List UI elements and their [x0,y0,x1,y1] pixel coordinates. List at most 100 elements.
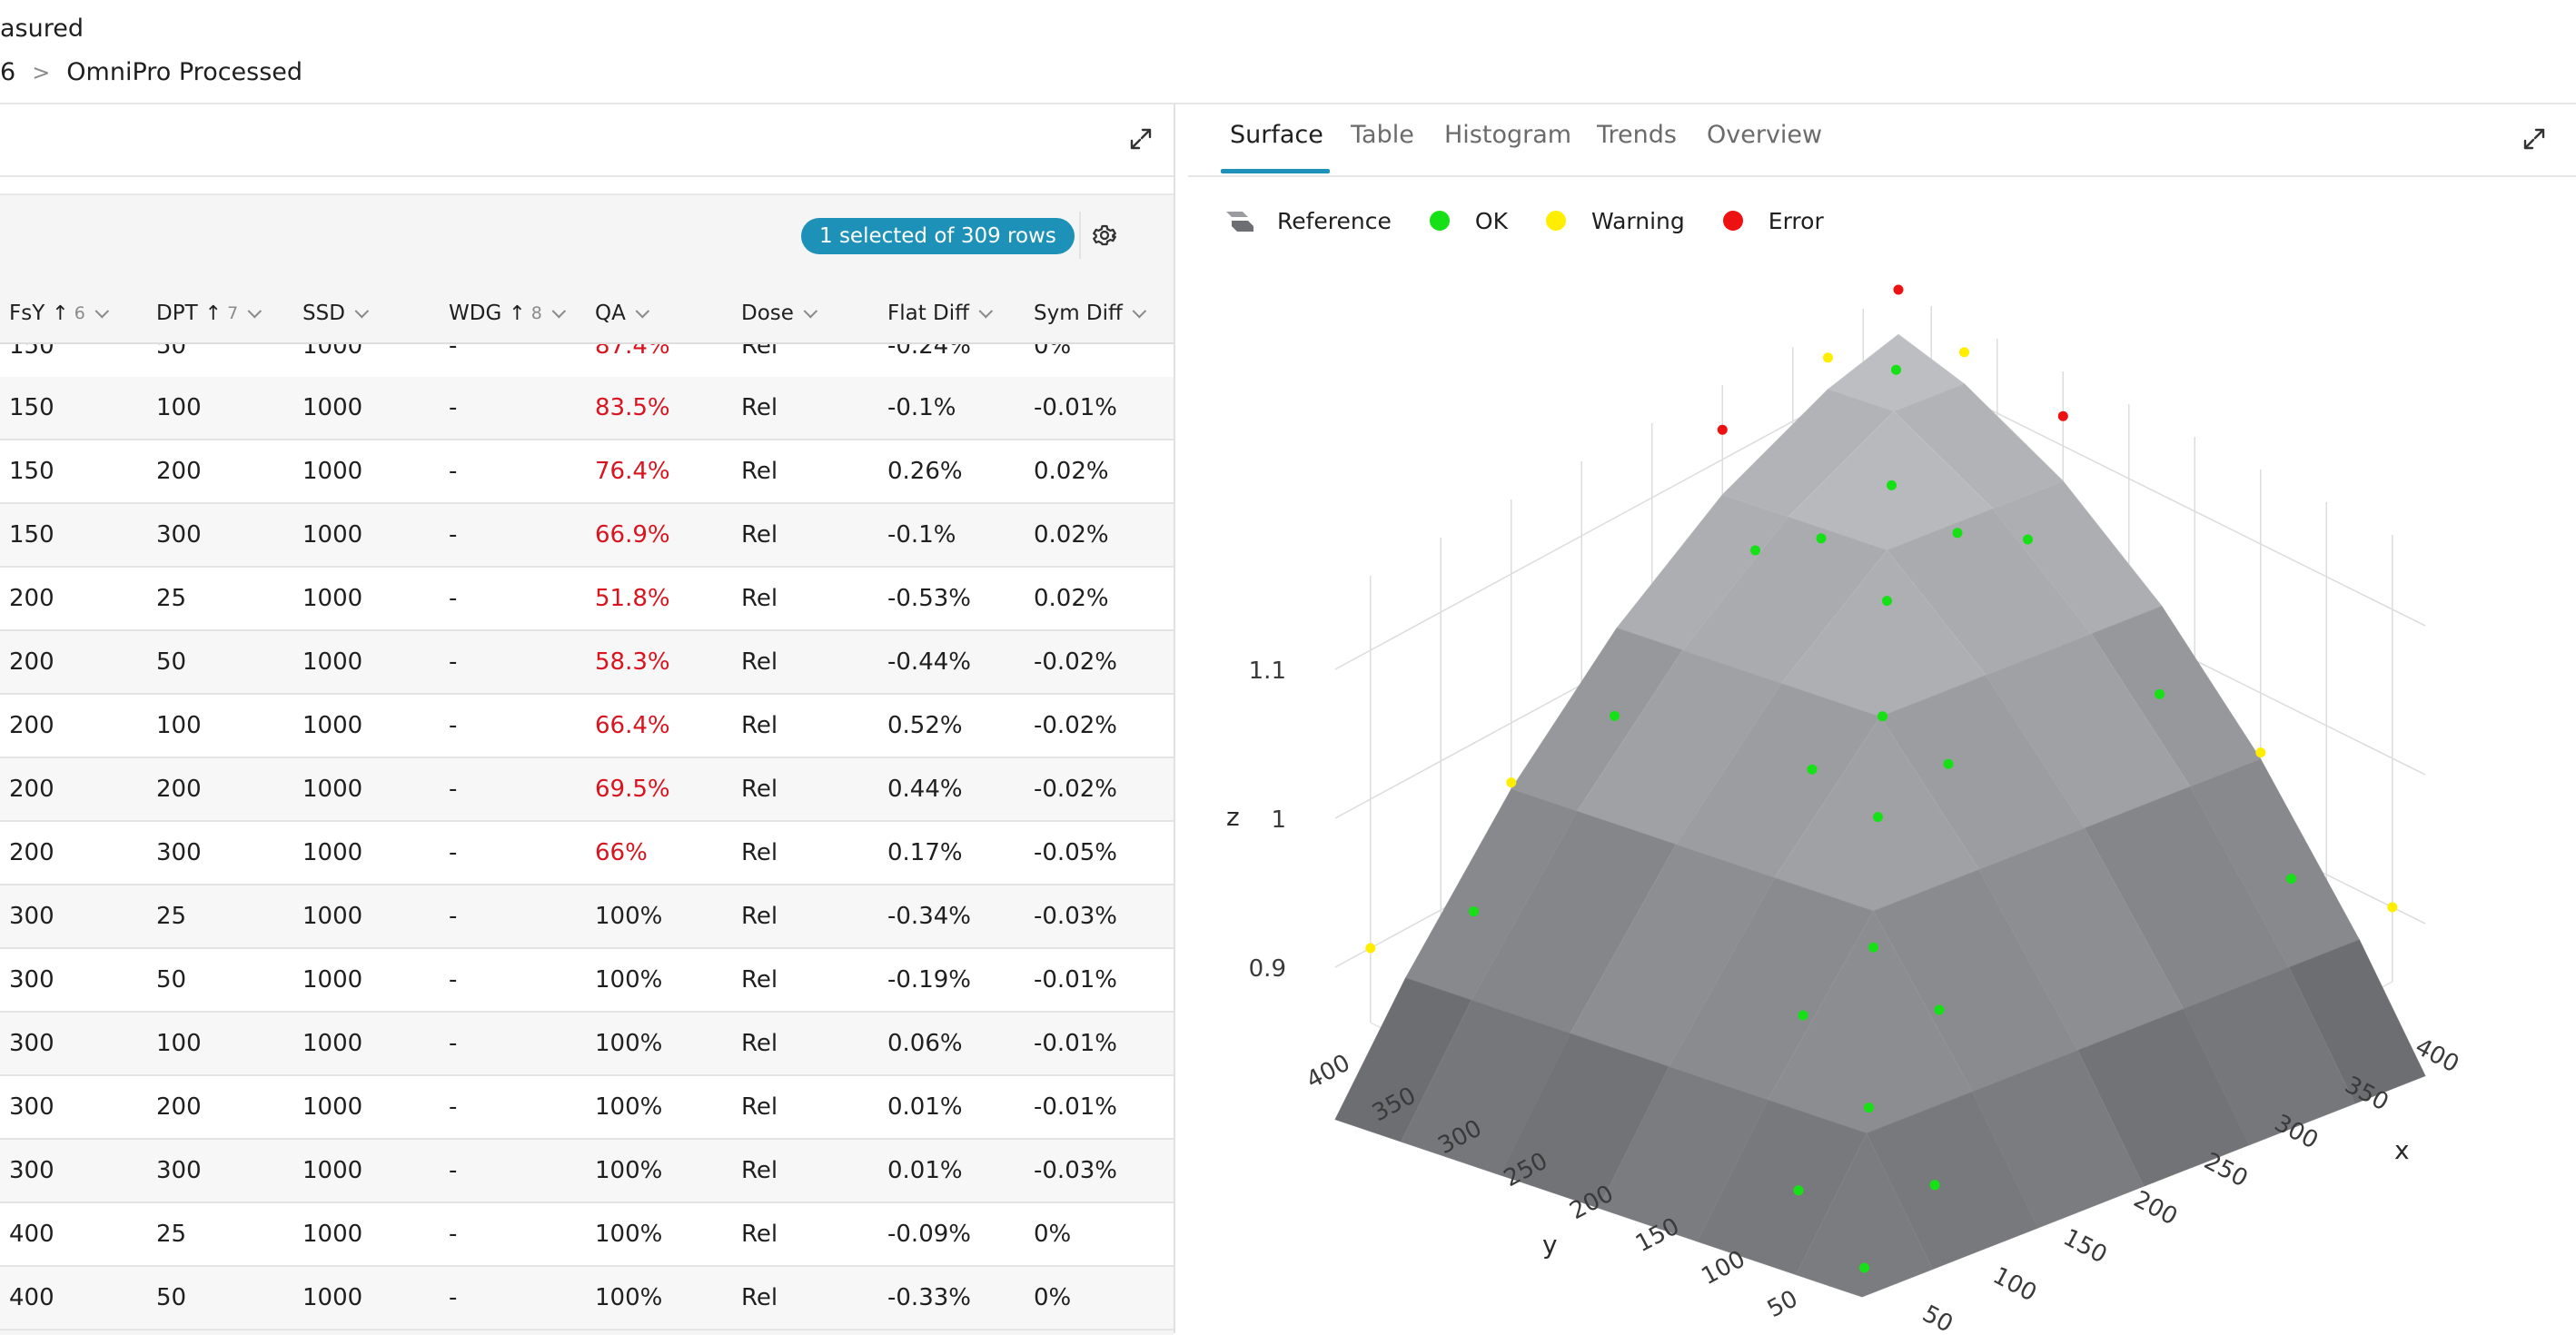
table-row[interactable]: 200 25 1000 - 51.8% Rel -0.53% 0.02% [0,568,1174,631]
data-point-ok[interactable] [1952,528,1963,539]
data-point-ok[interactable] [1882,596,1892,607]
data-point-warning[interactable] [1823,352,1833,363]
table-row[interactable]: 150 300 1000 - 66.9% Rel -0.1% 0.02% [0,504,1174,568]
table-row[interactable]: 150 100 1000 - 83.5% Rel -0.1% -0.01% [0,377,1174,440]
surface-plot[interactable]: 5010015020025030035040050100150200250300… [1188,232,2576,1333]
data-point-ok[interactable] [1469,906,1479,917]
cell-dose: Rel [741,839,778,866]
data-point-error[interactable] [2057,410,2068,421]
data-point-ok[interactable] [1891,364,1901,375]
table-row[interactable]: 400 25 1000 - 100% Rel -0.09% 0% [0,1203,1174,1267]
column-header-qa[interactable]: QA [595,284,649,342]
data-point-error[interactable] [1893,284,1904,295]
table-row[interactable]: 200 200 1000 - 69.5% Rel 0.44% -0.02% [0,758,1174,822]
cell-flat-diff: 0.01% [887,1093,963,1121]
data-point-ok[interactable] [2286,874,2296,885]
data-point-ok[interactable] [1878,711,1887,722]
column-header-dose[interactable]: Dose [741,284,818,342]
cell-ssd: 1000 [302,1030,363,1057]
x-tick-label: 150 [2058,1224,2111,1270]
data-point-warning[interactable] [2387,902,2398,913]
data-point-warning[interactable] [1506,777,1517,788]
table-row[interactable]: 300 200 1000 - 100% Rel 0.01% -0.01% [0,1076,1174,1140]
column-header-fsy[interactable]: FsY ↑ 6 [9,284,109,342]
table-row[interactable]: 200 300 1000 - 66% Rel 0.17% -0.05% [0,822,1174,885]
data-point-ok[interactable] [1887,480,1897,490]
data-point-ok[interactable] [1943,758,1954,769]
data-point-ok[interactable] [1610,710,1620,721]
breadcrumb-item[interactable]: 6 [0,58,16,86]
cell-qa: 100% [595,1157,663,1184]
cell-dpt: 50 [156,966,187,994]
data-point-warning[interactable] [1959,347,1969,358]
tab-histogram[interactable]: Histogram [1444,121,1572,149]
surface-facet [1795,1132,1934,1298]
tab-overview[interactable]: Overview [1707,121,1823,149]
data-point-error[interactable] [1717,424,1728,435]
cell-dpt: 300 [156,839,202,866]
data-point-ok[interactable] [1793,1185,1804,1196]
legend-item-warning[interactable]: Warning [1545,208,1685,234]
table-row[interactable]: 150 200 1000 - 76.4% Rel 0.26% 0.02% [0,440,1174,504]
tab-trends[interactable]: Trends [1597,121,1677,149]
cell-qa: 100% [595,1030,663,1057]
expand-table-button[interactable] [1123,121,1159,157]
data-point-ok[interactable] [1859,1262,1869,1273]
expand-chart-button[interactable] [2516,121,2552,157]
table-settings-button[interactable] [1079,212,1128,259]
cell-ssd: 1000 [302,903,363,930]
data-point-ok[interactable] [1807,764,1818,775]
cell-dose: Rel [741,776,778,803]
data-point-ok[interactable] [1798,1010,1808,1021]
table-row[interactable]: 300 100 1000 - 100% Rel 0.06% -0.01% [0,1013,1174,1076]
data-point-ok[interactable] [2155,688,2165,699]
tab-surface[interactable]: Surface [1230,121,1323,149]
data-point-warning[interactable] [1365,943,1376,954]
table-row[interactable]: 150 50 1000 - 87.4% Rel -0.24% 0% [0,344,1174,379]
column-header-sym-diff[interactable]: Sym Diff [1034,284,1146,342]
data-point-ok[interactable] [1750,545,1760,556]
cell-qa: 100% [595,1221,663,1248]
column-header-wdg[interactable]: WDG ↑ 8 [449,284,566,342]
cell-ssd: 1000 [302,344,363,360]
cell-sym-diff: -0.02% [1034,712,1117,739]
column-header-dpt[interactable]: DPT ↑ 7 [156,284,263,342]
cell-qa: 66.9% [595,521,670,549]
page-title: asured [0,15,84,43]
tab-table[interactable]: Table [1351,121,1414,149]
data-point-ok[interactable] [1864,1103,1874,1113]
data-point-ok[interactable] [1816,533,1827,544]
data-point-warning[interactable] [2255,747,2266,758]
data-point-ok[interactable] [1868,942,1878,953]
view-tabs: Surface Table Histogram Trends Overview [1188,104,2576,177]
chevron-down-icon [1132,303,1146,318]
cell-flat-diff: -0.44% [887,648,971,676]
table-row[interactable]: 300 25 1000 - 100% Rel -0.34% -0.03% [0,885,1174,949]
table-row[interactable]: 300 300 1000 - 100% Rel 0.01% -0.03% [0,1140,1174,1203]
table-row[interactable]: 300 50 1000 - 100% Rel -0.19% -0.01% [0,949,1174,1013]
table-row[interactable]: 200 50 1000 - 58.3% Rel -0.44% -0.02% [0,631,1174,695]
column-header-ssd[interactable]: SSD [302,284,370,342]
cell-wdg: - [449,1284,458,1311]
cell-sym-diff: -0.03% [1034,903,1117,930]
cell-fsy: 150 [9,344,54,360]
table-row[interactable]: 400 50 1000 - 100% Rel -0.33% 0% [0,1267,1174,1330]
cell-dose: Rel [741,712,778,739]
legend-item-error[interactable]: Error [1722,208,1824,234]
legend-item-reference[interactable]: Reference [1224,208,1392,234]
data-point-ok[interactable] [2023,534,2033,545]
cell-dpt: 200 [156,458,202,485]
cell-flat-diff: -0.19% [887,966,971,994]
legend-item-ok[interactable]: OK [1429,208,1508,234]
cell-fsy: 200 [9,585,54,612]
data-point-ok[interactable] [1934,1004,1945,1015]
cell-dose: Rel [741,1221,778,1248]
x-tick-label: 200 [2129,1186,2182,1231]
cell-dose: Rel [741,1284,778,1311]
cell-fsy: 150 [9,458,54,485]
chart-legend: Reference OK Warning Error [1224,203,1862,239]
data-point-ok[interactable] [1873,812,1883,823]
data-point-ok[interactable] [1929,1180,1940,1191]
table-row[interactable]: 200 100 1000 - 66.4% Rel 0.52% -0.02% [0,695,1174,758]
column-header-flat-diff[interactable]: Flat Diff [887,284,994,342]
